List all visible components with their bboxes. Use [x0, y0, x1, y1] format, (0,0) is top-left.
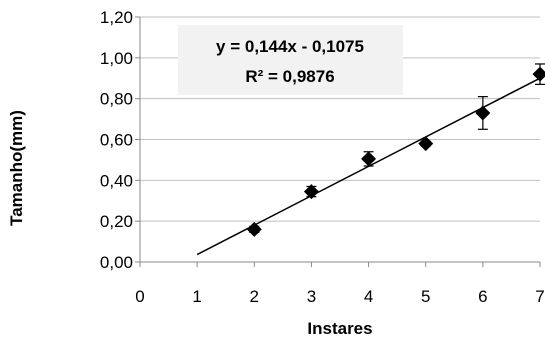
y-tick-label: 0,40 [100, 171, 133, 190]
data-point [475, 105, 491, 121]
x-tick-label: 0 [135, 287, 144, 306]
data-point [532, 66, 545, 82]
y-tick-label: 0,00 [100, 253, 133, 272]
trendline-r2: R² = 0,9876 [245, 67, 334, 86]
x-axis-title: Instares [307, 319, 372, 338]
x-tick-label: 5 [421, 287, 430, 306]
label-layer: 0,00 0,20 0,40 0,60 0,80 1,00 1,20 0 1 2 3 4 5 6 7 [100, 8, 545, 306]
x-tick-label: 6 [478, 287, 487, 306]
data-point [303, 184, 319, 200]
x-tick-label: 3 [307, 287, 316, 306]
x-tick-label: 2 [250, 287, 259, 306]
y-tick-label: 1,00 [100, 49, 133, 68]
data-point [418, 136, 434, 152]
y-tick-label: 0,60 [100, 131, 133, 150]
axis-layer [135, 16, 541, 267]
y-axis-title: Tamanho(mm) [7, 110, 26, 226]
y-tick-label: 1,20 [100, 8, 133, 27]
x-tick-label: 4 [364, 287, 373, 306]
trendline-equation: y = 0,144x - 0,1075 [216, 37, 364, 56]
equation-box [178, 25, 403, 95]
data-layer [246, 63, 545, 237]
y-tick-label: 0,80 [100, 90, 133, 109]
data-point [361, 151, 377, 167]
x-tick-label: 1 [192, 287, 201, 306]
data-point [246, 221, 262, 237]
y-tick-label: 0,20 [100, 212, 133, 231]
x-tick-label: 7 [535, 287, 544, 306]
